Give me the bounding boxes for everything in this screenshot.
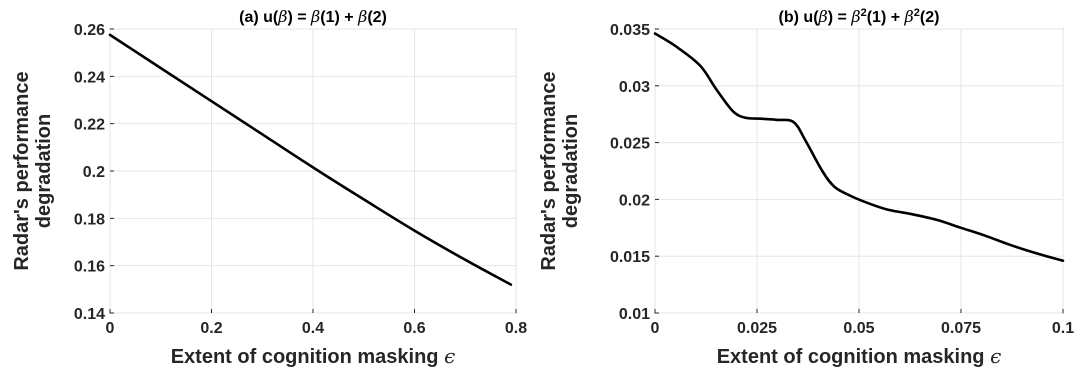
chart-b: (b) u(β) = β2(1) + β2(2) 0 0.025 0.05 0.075… bbox=[538, 7, 1074, 368]
chart-b-y-tick-label: 0.025 bbox=[610, 136, 650, 153]
chart-b-x-tick-label: 0.05 bbox=[843, 320, 874, 337]
chart-a-y-axis-label: Radar's performancedegradation bbox=[11, 71, 55, 270]
chart-b-x-tick-label: 0.025 bbox=[737, 320, 777, 337]
chart-b-y-tick-label: 0.01 bbox=[619, 306, 650, 323]
chart-b-x-axis-label: Extent of cognition masking ϵ bbox=[717, 344, 1002, 368]
chart-b-y-tick-label: 0.035 bbox=[610, 22, 650, 39]
chart-a-y-tick-label: 0.26 bbox=[74, 22, 105, 39]
chart-b-y-axis-label: Radar's performancedegradation bbox=[538, 71, 582, 270]
chart-a-x-tick-label: 0.4 bbox=[302, 320, 324, 337]
chart-a-title: (a) u(β) = β(1) + β(2) bbox=[239, 7, 387, 26]
chart-a-y-ticks: 0.14 0.16 0.18 0.2 0.22 0.24 0.26 bbox=[74, 22, 114, 323]
chart-a-y-tick-label: 0.16 bbox=[74, 259, 105, 276]
chart-a-x-tick-label: 0.2 bbox=[200, 320, 222, 337]
chart-b-series-line bbox=[653, 32, 1065, 262]
chart-b-x-ticks: 0 0.025 0.05 0.075 0.1 bbox=[651, 309, 1074, 337]
chart-a-grid bbox=[109, 28, 517, 314]
chart-b-x-tick-label: 0.1 bbox=[1052, 320, 1074, 337]
chart-b-y-ticks: 0.01 0.015 0.02 0.025 0.03 0.035 bbox=[610, 22, 659, 323]
chart-a-y-tick-label: 0.24 bbox=[74, 69, 105, 86]
chart-b-y-tick-label: 0.02 bbox=[619, 192, 650, 209]
chart-b-grid bbox=[654, 28, 1064, 314]
chart-a-x-axis-label: Extent of cognition masking ϵ bbox=[171, 344, 456, 368]
chart-a-x-ticks: 0 0.2 0.4 0.6 0.8 bbox=[106, 309, 527, 337]
chart-a-series-line bbox=[108, 33, 513, 286]
chart-a-y-tick-label: 0.2 bbox=[83, 164, 105, 181]
chart-a-y-tick-label: 0.18 bbox=[74, 211, 105, 228]
chart-a-x-tick-label: 0.8 bbox=[505, 320, 527, 337]
chart-b-y-tick-label: 0.03 bbox=[619, 79, 650, 96]
chart-a-y-tick-label: 0.14 bbox=[74, 306, 105, 323]
chart-a-x-tick-label: 0 bbox=[106, 320, 115, 337]
chart-b-y-tick-label: 0.015 bbox=[610, 249, 650, 266]
chart-a-x-tick-label: 0.6 bbox=[403, 320, 425, 337]
chart-b-x-tick-label: 0.075 bbox=[941, 320, 981, 337]
chart-a-y-tick-label: 0.22 bbox=[74, 117, 105, 134]
chart-b-title: (b) u(β) = β2(1) + β2(2) bbox=[779, 7, 940, 26]
chart-a: (a) u(β) = β(1) + β(2) 0 0.2 0.4 0.6 0.8 0.1… bbox=[11, 7, 527, 368]
chart-b-x-tick-label: 0 bbox=[651, 320, 660, 337]
